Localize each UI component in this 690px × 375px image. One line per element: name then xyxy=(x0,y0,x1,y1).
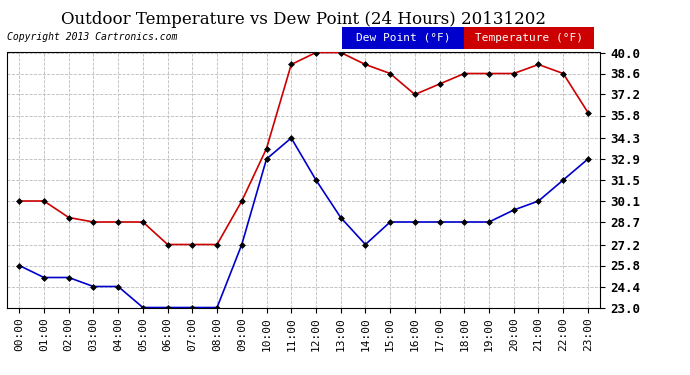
Text: Dew Point (°F): Dew Point (°F) xyxy=(356,33,451,43)
FancyBboxPatch shape xyxy=(342,27,464,49)
Text: Temperature (°F): Temperature (°F) xyxy=(475,33,583,43)
Text: Copyright 2013 Cartronics.com: Copyright 2013 Cartronics.com xyxy=(7,32,177,42)
FancyBboxPatch shape xyxy=(464,27,594,49)
Text: Outdoor Temperature vs Dew Point (24 Hours) 20131202: Outdoor Temperature vs Dew Point (24 Hou… xyxy=(61,11,546,28)
